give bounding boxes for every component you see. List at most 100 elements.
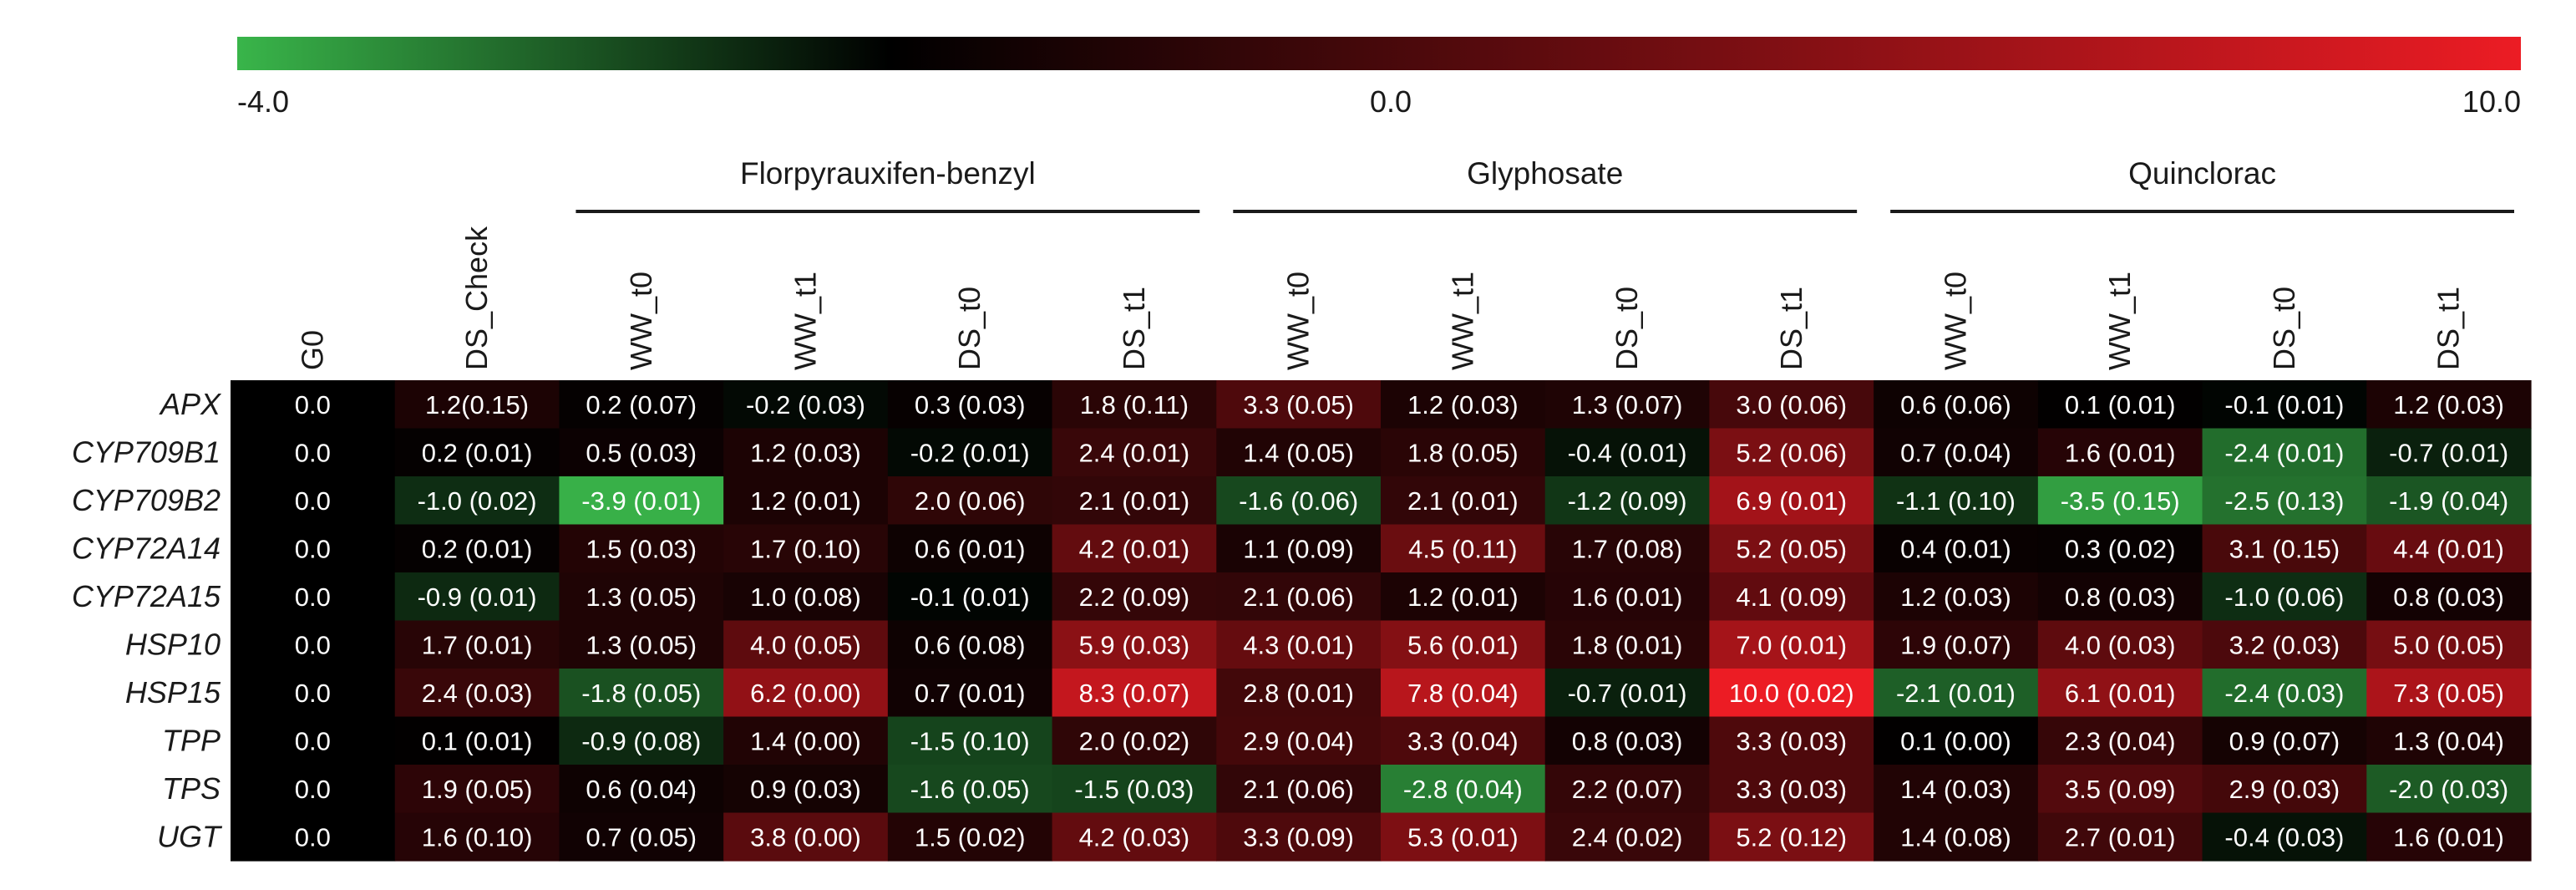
heatmap-cell: [394, 476, 560, 526]
color-scale-bar: [237, 37, 2521, 70]
heatmap-cell: [394, 765, 560, 814]
scale-min-label: -4.0: [237, 84, 289, 119]
heatmap-cell: [1544, 428, 1711, 477]
cell-value-label: 2.4 (0.02): [1572, 822, 1683, 852]
cell-value-label: 6.1 (0.01): [2065, 679, 2176, 708]
heatmap-cell: [1052, 669, 1217, 718]
cell-value-label: 2.7 (0.01): [2065, 822, 2176, 852]
cell-value-label: -3.9 (0.01): [581, 486, 701, 516]
cell-value-label: 3.3 (0.05): [1243, 390, 1354, 420]
cell-value-label: 1.8 (0.01): [1572, 630, 1683, 659]
heatmap-cell: [1216, 765, 1382, 814]
heatmap-cell: [1709, 476, 1874, 526]
heatmap-cell: [1052, 765, 1217, 814]
cell-value-label: 1.6 (0.01): [2065, 438, 2176, 467]
column-label-ww-t1: WW_t1: [789, 272, 823, 370]
heatmap-cell: [1709, 765, 1874, 814]
heatmap-cell: [2366, 428, 2532, 477]
heatmap-cell: [2037, 812, 2203, 862]
cell-value-label: 5.0 (0.05): [2393, 630, 2504, 659]
heatmap-cell: [1874, 476, 2039, 526]
cell-value-label: 0.0: [295, 582, 331, 612]
cell-value-label: 0.1 (0.01): [2065, 390, 2176, 420]
cell-value-label: 0.6 (0.06): [1900, 390, 2011, 420]
cell-value-label: -0.9 (0.08): [581, 726, 701, 755]
cell-value-label: 0.7 (0.05): [586, 822, 697, 852]
heatmap-cell: [2366, 765, 2532, 814]
cell-value-label: 4.5 (0.11): [1408, 534, 1517, 563]
cell-value-label: 4.0 (0.05): [750, 630, 861, 659]
cell-value-label: 2.4 (0.01): [1079, 438, 1190, 467]
cell-value-label: 0.4 (0.01): [1900, 534, 2011, 563]
cell-value-label: 0.2 (0.01): [422, 534, 533, 563]
cell-value-label: -0.2 (0.01): [910, 438, 1030, 467]
cell-value-label: 4.4 (0.01): [2393, 534, 2504, 563]
cell-value-label: 0.0: [295, 438, 331, 467]
heatmap-cell: [1874, 669, 2039, 718]
heatmap-cell: [2366, 476, 2532, 526]
row-label-cyp72a15: CYP72A15: [72, 579, 221, 613]
scale-mid-label: 0.0: [1370, 84, 1412, 119]
cell-value-label: 0.0: [295, 486, 331, 516]
column-label-ds-t0: DS_t0: [952, 287, 986, 370]
cell-value-label: -0.2 (0.03): [746, 390, 865, 420]
column-label-ww-t0: WW_t0: [1281, 272, 1316, 370]
cell-value-label: 8.3 (0.07): [1079, 679, 1190, 708]
heatmap-cell: [1381, 524, 1546, 573]
heatmap-grid: 0.0 1.2(0.15) 0.2 (0.07) -0.2 (0.03) 0.3 (0.…: [231, 380, 2532, 862]
cell-value-label: 1.4 (0.00): [750, 726, 861, 755]
cell-value-label: 1.2(0.15): [425, 390, 529, 420]
cell-value-label: 0.8 (0.03): [2393, 582, 2504, 612]
cell-value-label: -1.2 (0.09): [1568, 486, 1687, 516]
cell-value-label: 6.2 (0.00): [750, 679, 861, 708]
heatmap-cell: [1544, 765, 1711, 814]
heatmap-cell: [1709, 572, 1874, 622]
heatmap-cell: [723, 524, 889, 573]
cell-value-label: 1.3 (0.05): [586, 630, 697, 659]
heatmap-cell: [1544, 476, 1711, 526]
column-label-ds-t1: DS_t1: [1774, 287, 1808, 370]
heatmap-cell: [723, 812, 889, 862]
heatmap-cell: [231, 476, 396, 526]
cell-value-label: 1.0 (0.08): [750, 582, 861, 612]
cell-value-label: -2.1 (0.01): [1896, 679, 2016, 708]
row-label-cyp72a14: CYP72A14: [72, 531, 221, 565]
heatmap-cell: [2037, 669, 2203, 718]
heatmap-cell: [1216, 428, 1382, 477]
cell-value-label: -2.5 (0.13): [2224, 486, 2344, 516]
heatmap-cell: [559, 812, 724, 862]
cell-value-label: 2.8 (0.01): [1243, 679, 1354, 708]
heatmap-cell: [559, 765, 724, 814]
cell-value-label: 2.9 (0.03): [2229, 775, 2340, 804]
heatmap-cell: [2037, 524, 2203, 573]
column-label-ds-t0: DS_t0: [1610, 287, 1644, 370]
heatmap-cell: [1052, 620, 1217, 669]
heatmap-cell: [887, 524, 1053, 573]
heatmap-cell: [394, 380, 560, 430]
heatmap-cell: [394, 716, 560, 765]
group-label-glyphosate: Glyphosate: [1467, 156, 1623, 191]
column-label-ww-t1: WW_t1: [2102, 272, 2137, 370]
cell-value-label: 1.5 (0.03): [586, 534, 697, 563]
heatmap-cell: [1709, 380, 1874, 430]
row-label-cyp709b1: CYP709B1: [72, 435, 221, 469]
heatmap-cell: [887, 476, 1053, 526]
row-label-ugt: UGT: [157, 819, 223, 853]
cell-value-label: -1.6 (0.06): [1239, 486, 1358, 516]
cell-value-label: 5.9 (0.03): [1079, 630, 1190, 659]
column-label-ww-t0: WW_t0: [624, 272, 658, 370]
row-label-hsp15: HSP15: [125, 675, 221, 709]
heatmap-cell: [2202, 476, 2367, 526]
cell-value-label: 0.0: [295, 775, 331, 804]
cell-value-label: 3.8 (0.00): [750, 822, 861, 852]
heatmap-cell: [1052, 812, 1217, 862]
cell-value-label: 1.6 (0.01): [2393, 822, 2504, 852]
heatmap-cell: [2366, 524, 2532, 573]
cell-value-label: 3.3 (0.09): [1243, 822, 1354, 852]
heatmap-cell: [1874, 524, 2039, 573]
heatmap-cell: [2202, 428, 2367, 477]
cell-value-label: 0.0: [295, 630, 331, 659]
heatmap-cell: [2202, 669, 2367, 718]
row-label-cyp709b2: CYP709B2: [72, 483, 221, 517]
heatmap-cell: [2037, 620, 2203, 669]
